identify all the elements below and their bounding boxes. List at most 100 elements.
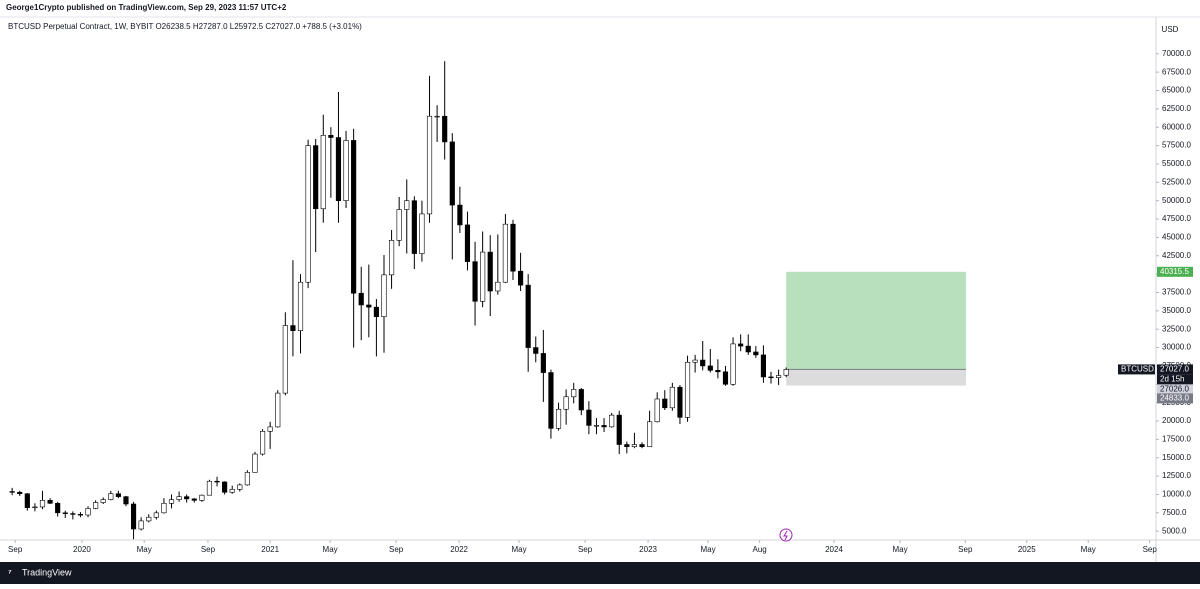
candle-body (449, 141, 455, 206)
candle-body (70, 513, 76, 515)
candle-body (328, 135, 334, 138)
candle-body (480, 251, 486, 302)
y-tick-label: 65000.0 (1162, 86, 1191, 95)
candle-body (411, 200, 417, 254)
candle-body (244, 472, 250, 486)
x-tick-label: May (700, 545, 715, 554)
candle-body (115, 493, 121, 497)
candle-body (305, 145, 311, 283)
candle-body (39, 500, 46, 508)
y-tick-label: 10000.0 (1162, 490, 1191, 499)
brand-logo: ⁷ (8, 567, 12, 577)
y-tick-label: 60000.0 (1162, 122, 1191, 131)
x-tick-label: Sep (201, 545, 216, 554)
countdown-box (1157, 374, 1193, 385)
candle-body (396, 209, 402, 241)
x-tick-label: 2022 (450, 545, 468, 554)
candle-body (502, 223, 508, 283)
y-tick-label: 67500.0 (1162, 67, 1191, 76)
candle-body (222, 481, 228, 493)
candle-body (533, 347, 539, 354)
y-tick-label: 5000.0 (1162, 526, 1187, 535)
candle-body (24, 493, 30, 508)
y-tick-label: 47500.0 (1162, 214, 1191, 223)
x-tick-label: May (137, 545, 152, 554)
y-tick-label: 17500.0 (1162, 434, 1191, 443)
x-tick-label: 2025 (1018, 545, 1036, 554)
y-tick-label: 52500.0 (1162, 177, 1191, 186)
y-tick-label: 12500.0 (1162, 471, 1191, 480)
publish-header: George1Crypto published on TradingView.c… (6, 3, 287, 12)
candle-body (783, 369, 789, 376)
candle-body (93, 502, 99, 509)
candle-body (700, 359, 706, 367)
candle-body (745, 345, 751, 353)
y-tick-label: 15000.0 (1162, 453, 1191, 462)
candle-body (578, 389, 584, 411)
candle-body (434, 115, 440, 118)
candle-body (707, 365, 713, 371)
candle-body (760, 354, 766, 378)
candle-body (62, 512, 68, 514)
x-tick-label: May (323, 545, 338, 554)
symbol-box (1118, 364, 1155, 375)
candle-body (684, 361, 691, 418)
candle-body (161, 502, 167, 514)
candle-body (320, 135, 326, 210)
candle-body (593, 425, 600, 427)
stop-label-box (1157, 393, 1193, 404)
candle-body (472, 261, 478, 302)
candle-body (662, 398, 668, 409)
candle-body (768, 376, 774, 379)
candle-body (601, 425, 607, 428)
candle-body (168, 499, 175, 504)
candle-body (85, 508, 91, 516)
x-tick-label: Sep (1143, 545, 1158, 554)
candle-body (282, 325, 288, 394)
candle-body (571, 389, 577, 398)
candle-body (275, 392, 281, 428)
candle-body (351, 140, 357, 294)
candle-body (647, 421, 653, 448)
candle-body (9, 491, 15, 493)
candle-body (267, 426, 273, 432)
candle-body (17, 491, 23, 495)
candle-body (586, 409, 592, 426)
candle-body (609, 414, 615, 428)
x-tick-label: 2024 (825, 545, 843, 554)
event-bolt (783, 530, 788, 541)
x-tick-label: Aug (753, 545, 767, 554)
candle-body (442, 115, 448, 143)
candle-body (753, 351, 759, 356)
y-tick-label: 20000.0 (1162, 416, 1191, 425)
candle-body (229, 489, 235, 493)
entry-label: 27026.0 (1160, 385, 1189, 394)
footer (0, 562, 1200, 584)
x-tick-label: 2023 (639, 545, 657, 554)
y-tick-label: 30000.0 (1162, 343, 1191, 352)
candle-body (259, 430, 266, 455)
candle-body (487, 251, 493, 292)
candle-body (313, 145, 319, 210)
y-tick-label: 50000.0 (1162, 196, 1191, 205)
loss-zone (786, 369, 967, 386)
candle-body (426, 115, 433, 215)
candle-body (389, 240, 395, 276)
candle-body (555, 408, 562, 429)
y-tick-label: 42500.0 (1162, 251, 1191, 260)
x-tick-label: 2020 (73, 545, 91, 554)
event-icon[interactable] (779, 528, 793, 542)
candle-body (548, 372, 554, 429)
candle-body (290, 325, 296, 331)
candle-body (130, 503, 137, 530)
candle-body (381, 274, 387, 318)
candle-body (358, 292, 364, 306)
candle-body (108, 493, 114, 500)
candle-body (563, 396, 569, 410)
brand: TradingView (22, 567, 72, 577)
y-tick-label: 55000.0 (1162, 159, 1191, 168)
y-tick-label: 35000.0 (1162, 306, 1191, 315)
candle-body (525, 284, 531, 348)
candle-body (457, 204, 463, 226)
